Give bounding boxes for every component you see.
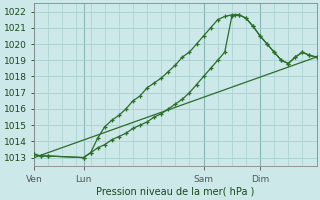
X-axis label: Pression niveau de la mer( hPa ): Pression niveau de la mer( hPa ) bbox=[96, 187, 254, 197]
